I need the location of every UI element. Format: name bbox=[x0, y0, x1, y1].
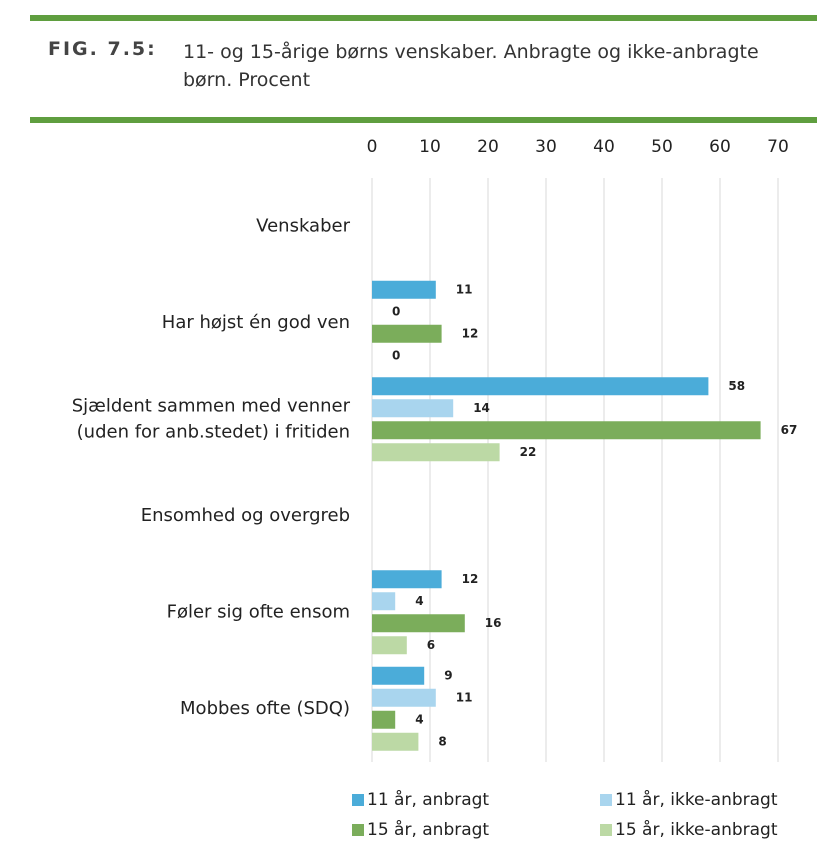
y-tick-label: Ensomhed og overgreb bbox=[141, 505, 350, 526]
x-tick-label: 20 bbox=[477, 137, 499, 157]
top-rule bbox=[30, 15, 817, 21]
value-label: 11 bbox=[456, 690, 473, 704]
y-tick-label: Venskaber bbox=[256, 215, 350, 236]
legend-swatch bbox=[600, 824, 612, 836]
x-tick-label: 0 bbox=[367, 137, 378, 157]
x-tick-label: 40 bbox=[593, 137, 615, 157]
bar bbox=[372, 592, 396, 611]
bar bbox=[372, 280, 436, 299]
value-label: 14 bbox=[473, 401, 490, 415]
bottom-rule bbox=[30, 117, 817, 123]
x-tick-label: 30 bbox=[535, 137, 557, 157]
legend-label: 15 år, anbragt bbox=[367, 819, 489, 840]
legend-label: 11 år, anbragt bbox=[367, 789, 489, 810]
value-label: 4 bbox=[415, 712, 423, 726]
y-tick-label: Mobbes ofte (SDQ) bbox=[180, 698, 350, 719]
value-label: 12 bbox=[462, 326, 479, 340]
legend-swatch bbox=[352, 824, 364, 836]
figure-label: FIG. 7.5: bbox=[48, 38, 157, 60]
value-label: 22 bbox=[520, 445, 537, 459]
bar bbox=[372, 399, 454, 418]
bar bbox=[372, 732, 419, 751]
x-tick-label: 50 bbox=[651, 137, 673, 157]
bar bbox=[372, 421, 761, 440]
legend-label: 15 år, ikke-anbragt bbox=[615, 819, 778, 840]
value-label: 6 bbox=[427, 638, 435, 652]
bar bbox=[372, 614, 465, 633]
value-label: 4 bbox=[415, 594, 423, 608]
value-label: 8 bbox=[438, 734, 446, 748]
chart-title: 11- og 15-årige børns venskaber. Anbragt… bbox=[183, 41, 759, 91]
value-label: 67 bbox=[781, 423, 798, 437]
bar bbox=[372, 710, 396, 729]
legend-swatch bbox=[352, 794, 364, 806]
bar bbox=[372, 636, 407, 655]
value-label: 11 bbox=[456, 282, 473, 296]
x-tick-label: 60 bbox=[709, 137, 731, 157]
bar bbox=[372, 443, 500, 462]
value-label: 0 bbox=[392, 304, 400, 318]
x-tick-label: 70 bbox=[767, 137, 789, 157]
legend-swatch bbox=[600, 794, 612, 806]
value-label: 58 bbox=[728, 379, 745, 393]
bar bbox=[372, 688, 436, 707]
value-label: 9 bbox=[444, 668, 452, 682]
legend-label: 11 år, ikke-anbragt bbox=[615, 789, 778, 810]
bar bbox=[372, 324, 442, 343]
y-tick-label: Føler sig ofte ensom bbox=[167, 601, 350, 622]
y-tick-label: Har højst én god ven bbox=[162, 312, 350, 333]
bar bbox=[372, 570, 442, 589]
bar bbox=[372, 377, 709, 396]
y-tick-label: Sjældent sammen med venner (uden for anb.… bbox=[72, 395, 351, 442]
bar bbox=[372, 666, 425, 685]
value-label: 12 bbox=[462, 572, 479, 586]
value-label: 0 bbox=[392, 348, 400, 362]
x-tick-label: 10 bbox=[419, 137, 441, 157]
value-label: 16 bbox=[485, 616, 502, 630]
